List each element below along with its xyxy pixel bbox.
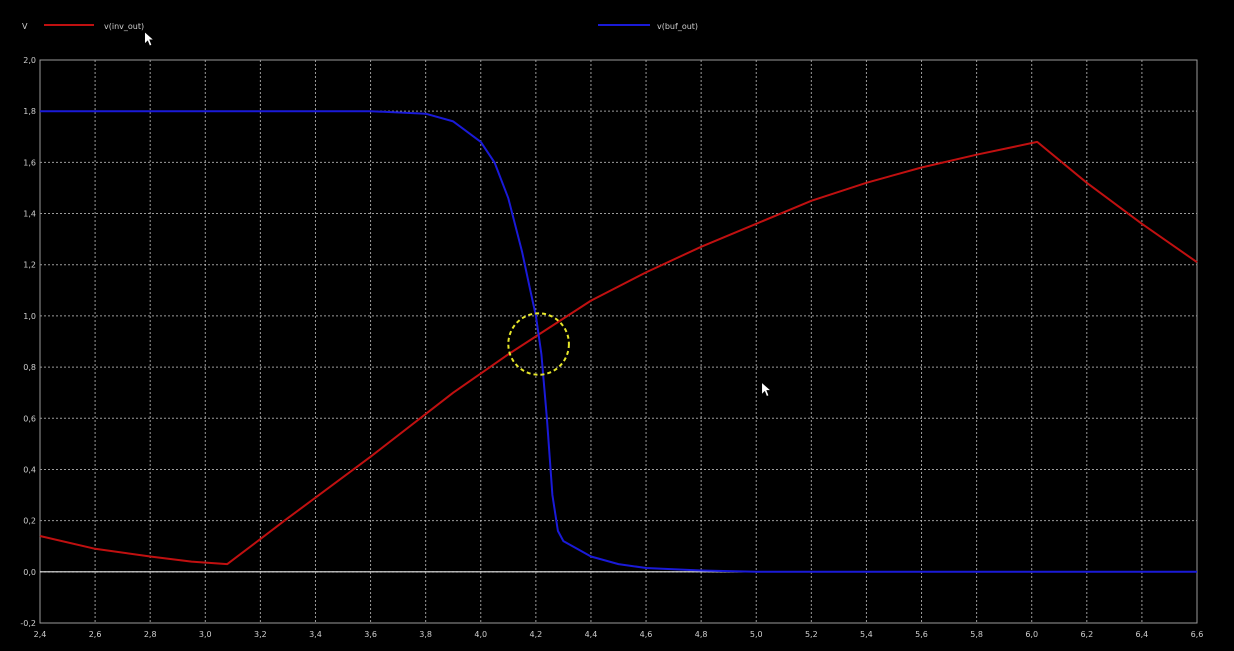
x-tick-label: 5,2 [805,630,818,639]
plot-frame [39,59,1198,624]
y-tick-label: -0,2 [20,619,36,628]
x-tick-label: 4,8 [695,630,708,639]
y-tick-label: 0,4 [23,465,36,474]
y-tick-label: 0,6 [23,414,36,423]
y-tick-label: 1,2 [23,261,36,270]
x-tick-label: 3,4 [309,630,322,639]
y-tick-label: 0,0 [23,568,36,577]
x-tick-label: 4,0 [474,630,487,639]
x-tick-label: 6,4 [1136,630,1149,639]
series-line-inv-out [39,140,1198,566]
x-tick-label: 3,8 [419,630,432,639]
mouse-cursor-plot [761,381,772,397]
annotations [507,312,570,376]
y-tick-label: 0,2 [23,517,36,526]
x-tick-label: 5,0 [750,630,763,639]
y-tick-label: 1,4 [23,210,36,219]
y-tick-label: 1,6 [23,158,36,167]
series-group [39,110,1198,573]
x-tick-label: 5,4 [860,630,873,639]
y-tick-label: 2,0 [23,56,36,65]
series-line-buf-out [40,110,1197,573]
legend-label-inv-out: v(inv_out) [104,22,144,31]
x-tick-label: 5,6 [915,630,928,639]
tick-labels: 2,4 2,6 2,8 3,0 3,2 3,4 3,6 3,8 4,0 4,2 4,4 4,6 4,8 5… [20,56,1203,639]
x-tick-label: 3,6 [364,630,377,639]
x-tick-label: 6,6 [1191,630,1204,639]
y-tick-label: 1,8 [23,107,36,116]
legend-label-buf-out: v(buf_out) [657,22,698,31]
y-tick-label: 0,8 [23,363,36,372]
y-tick-label: 1,0 [23,312,36,321]
highlight-circle [507,312,570,376]
x-tick-label: 4,2 [529,630,542,639]
grid [40,60,1197,623]
mouse-cursor-legend [144,31,155,47]
x-tick-label: 3,2 [254,630,267,639]
x-tick-label: 6,2 [1080,630,1093,639]
cursors [144,31,772,397]
x-tick-label: 5,8 [970,630,983,639]
x-tick-label: 2,6 [89,630,102,639]
x-tick-label: 6,0 [1025,630,1038,639]
x-tick-label: 4,4 [585,630,598,639]
legend: v(inv_out) v(buf_out) [44,22,698,31]
y-axis-label: V [22,22,28,31]
x-tick-label: 2,4 [34,630,47,639]
x-tick-label: 4,6 [640,630,653,639]
x-tick-label: 3,0 [199,630,212,639]
x-tick-label: 2,8 [144,630,157,639]
